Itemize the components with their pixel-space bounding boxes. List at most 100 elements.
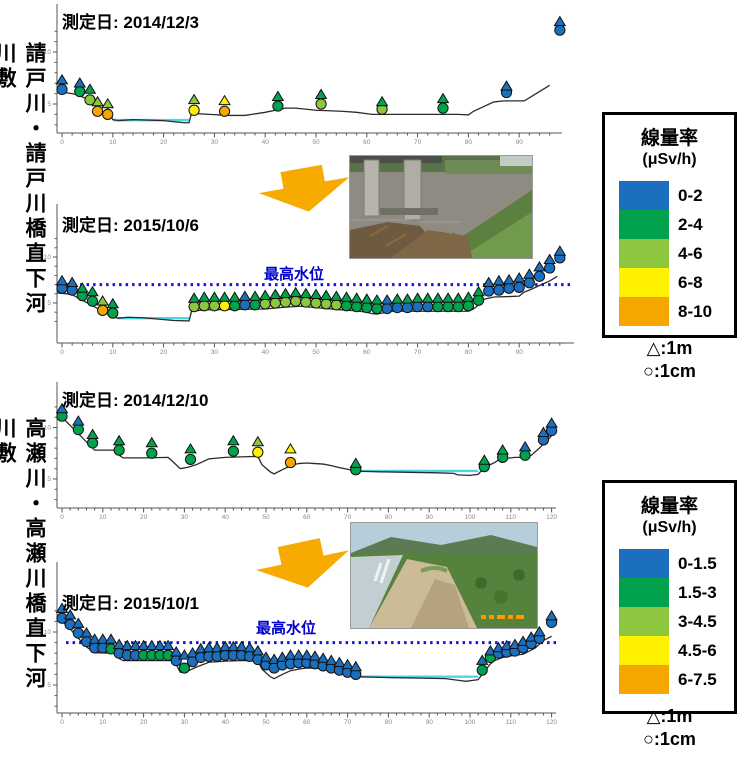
x-tick-label: 50 <box>312 139 320 146</box>
x-tick-label: 100 <box>465 514 476 520</box>
dose-point-circle-1cm <box>330 299 342 311</box>
x-tick-label: 70 <box>414 349 422 356</box>
dose-point-circle-1cm <box>64 618 76 631</box>
measurement-date-title-2: 測定日: 2015/10/6 <box>62 216 200 235</box>
x-tick-label: 70 <box>414 139 422 146</box>
legend-entry: 2-4 <box>619 210 734 239</box>
x-tick-label: 90 <box>516 349 524 356</box>
dose-point-triangle-1m <box>187 292 201 303</box>
dose-point-triangle-1m <box>153 639 167 651</box>
y-tick-label: 10 <box>44 49 52 56</box>
y-tick-label: 5 <box>47 101 51 108</box>
legend-range-label: 2-4 <box>678 214 703 234</box>
legend-entry: 1.5-3 <box>619 578 734 607</box>
dose-point-triangle-1m <box>86 285 99 297</box>
dose-point-circle-1cm <box>452 301 464 313</box>
legend-range-label: 1.5-3 <box>678 582 717 602</box>
dose-point-triangle-1m <box>55 274 69 286</box>
dose-point-triangle-1m <box>477 454 491 465</box>
dose-point-triangle-1m <box>292 649 305 660</box>
x-tick-label: 110 <box>506 719 517 726</box>
dose-point-triangle-1m <box>120 639 134 651</box>
dose-point-circle-1cm <box>381 302 393 315</box>
dose-point-circle-1cm <box>310 297 322 309</box>
dose-point-circle-1cm <box>198 300 210 312</box>
dose-point-triangle-1m <box>518 440 532 452</box>
dose-point-circle-1cm <box>300 296 312 308</box>
dose-point-triangle-1m <box>129 639 142 651</box>
dose-point-circle-1cm <box>239 299 251 311</box>
x-tick-label: 0 <box>60 719 64 726</box>
dose-point-triangle-1m <box>300 649 314 660</box>
legend-triangle-note: △:1m <box>646 706 693 726</box>
dose-point-circle-1cm <box>284 456 297 469</box>
dose-point-triangle-1m <box>340 291 353 302</box>
x-tick-label: 120 <box>546 719 557 726</box>
down-arrow-icon-1 <box>256 160 354 219</box>
dose-point-triangle-1m <box>72 415 85 426</box>
dose-point-circle-1cm <box>102 108 114 121</box>
legend-color-swatch <box>619 549 669 578</box>
dose-point-triangle-1m <box>502 273 516 285</box>
dose-point-circle-1cm <box>269 297 281 309</box>
y-tick-label: 5 <box>47 300 51 307</box>
x-tick-label: 40 <box>262 349 270 356</box>
x-tick-label: 100 <box>465 719 476 726</box>
dose-point-circle-1cm <box>279 296 292 308</box>
x-tick-label: 80 <box>385 719 393 726</box>
dose-point-triangle-1m <box>227 640 240 652</box>
dose-point-circle-1cm <box>146 447 158 459</box>
dose-point-triangle-1m <box>55 402 69 414</box>
legend-color-scale: 0-1.5 1.5-3 3-4.5 4.5-6 6-7.5 <box>619 549 734 694</box>
dose-point-circle-1cm <box>208 300 220 312</box>
photo-ukedo-scene <box>350 156 532 258</box>
photo-takase-riverbed <box>350 522 538 629</box>
dose-point-triangle-1m <box>63 608 77 620</box>
dose-point-triangle-1m <box>319 289 333 300</box>
y-tick-label: 10 <box>44 254 52 261</box>
dose-point-triangle-1m <box>259 651 273 662</box>
legend-title: 線量率 <box>640 128 698 149</box>
dose-point-triangle-1m <box>251 435 265 447</box>
dose-point-circle-1cm <box>462 300 474 312</box>
x-tick-label: 40 <box>222 719 230 726</box>
dose-point-triangle-1m <box>227 434 240 446</box>
x-tick-label: 50 <box>262 719 270 726</box>
dose-point-triangle-1m <box>76 282 89 293</box>
x-tick-label: 90 <box>426 514 434 520</box>
x-tick-label: 80 <box>465 139 473 146</box>
terrain-profile-line <box>56 84 551 124</box>
measurement-points <box>55 402 558 476</box>
dose-point-triangle-1m <box>543 253 556 265</box>
dose-point-triangle-1m <box>330 290 343 301</box>
legend-range-label: 6-7.5 <box>678 669 717 689</box>
legend-circle-note: ○:1cm <box>643 729 696 749</box>
dose-point-circle-1cm <box>188 104 200 116</box>
measurement-points <box>55 602 558 681</box>
y-tick-label: 5 <box>47 682 51 689</box>
dose-point-triangle-1m <box>431 292 445 303</box>
x-tick-label: 120 <box>546 514 557 520</box>
legend-color-swatch <box>619 636 669 665</box>
dose-point-triangle-1m <box>96 294 109 306</box>
dose-point-circle-1cm <box>320 298 332 310</box>
dose-point-circle-1cm <box>252 446 264 458</box>
chart-ukedo-2015-10-6: 5 10 0 10 20 30 40 50 60 70 80 90 <box>44 204 574 356</box>
legend-color-scale: 0-2 2-4 4-6 6-8 8-10 <box>619 181 734 326</box>
x-tick-label: 50 <box>312 349 320 356</box>
legend-unit: (μSv/h) <box>642 519 697 536</box>
dose-point-circle-1cm <box>472 294 485 306</box>
dose-point-triangle-1m <box>500 639 514 651</box>
x-tick-label: 30 <box>181 514 189 520</box>
legend-color-swatch <box>619 181 669 210</box>
dose-point-triangle-1m <box>360 293 374 304</box>
dose-point-triangle-1m <box>314 88 328 99</box>
dose-point-triangle-1m <box>401 293 414 304</box>
photo-takase-scene <box>351 523 537 628</box>
dose-point-triangle-1m <box>80 626 93 638</box>
dose-point-circle-1cm <box>87 437 99 449</box>
dose-point-triangle-1m <box>161 639 175 651</box>
